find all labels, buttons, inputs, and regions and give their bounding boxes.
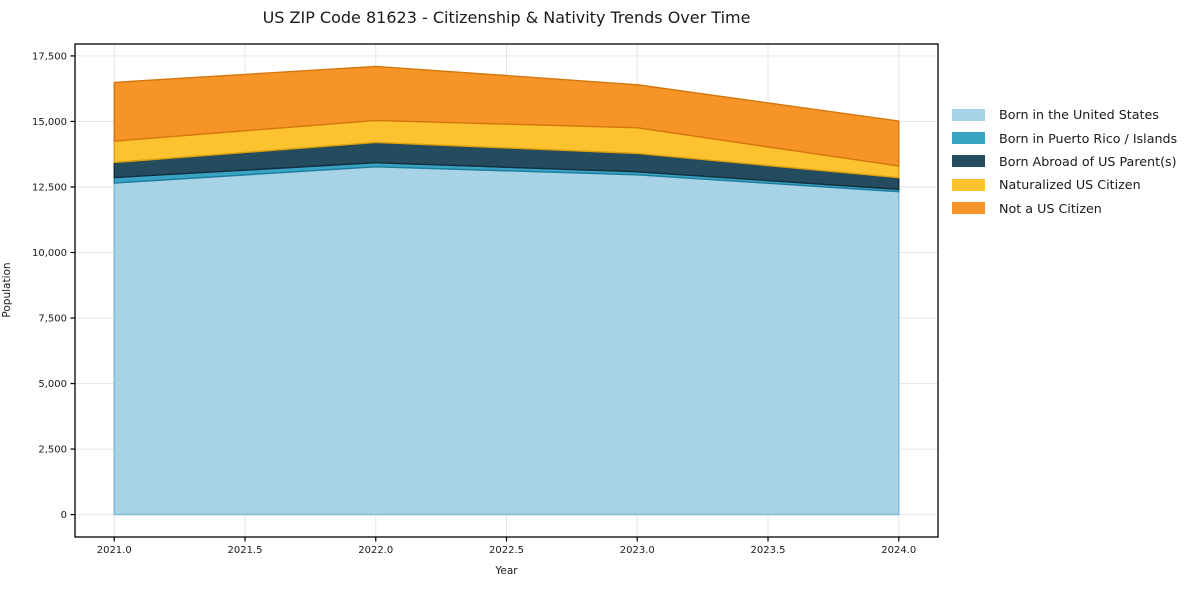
- legend-item-born-in-the-united-states: Born in the United States: [952, 103, 1177, 126]
- y-axis-ticks: 0 2,500 5,000 7,500 10,000 12,500 15,000 17,500: [32, 51, 75, 521]
- legend-item-not-a-us-citizen: Not a US Citizen: [952, 197, 1177, 220]
- svg-text:10,000: 10,000: [32, 248, 67, 259]
- area-not-a-us-citizen: [113, 65, 900, 167]
- legend-swatch-icon: [952, 108, 985, 121]
- y-axis-label: Population: [1, 262, 13, 318]
- legend-label: Born Abroad of US Parent(s): [999, 153, 1177, 169]
- svg-text:5,000: 5,000: [38, 379, 67, 390]
- legend-label: Born in the United States: [999, 107, 1159, 123]
- area-born-in-the-united-states: [113, 166, 900, 516]
- svg-text:2023.5: 2023.5: [751, 545, 786, 556]
- legend-item-born-in-puerto-rico-islands: Born in Puerto Rico / Islands: [952, 126, 1177, 149]
- legend-label: Born in Puerto Rico / Islands: [999, 130, 1178, 146]
- svg-text:2021.0: 2021.0: [97, 545, 132, 556]
- svg-text:2023.0: 2023.0: [620, 545, 655, 556]
- svg-text:2021.5: 2021.5: [227, 545, 262, 556]
- legend: Born in the United States Born in Puerto …: [952, 103, 1177, 220]
- svg-text:12,500: 12,500: [32, 182, 67, 193]
- svg-text:2022.5: 2022.5: [489, 545, 524, 556]
- legend-label: Naturalized US Citizen: [999, 177, 1141, 193]
- legend-item-naturalized-us-citizen: Naturalized US Citizen: [952, 173, 1177, 196]
- x-axis-label: Year: [495, 565, 518, 577]
- legend-swatch-icon: [952, 202, 985, 215]
- chart-title: US ZIP Code 81623 - Citizenship & Nativi…: [262, 8, 751, 27]
- x-axis-ticks: 2021.0 2021.5 2022.0 2022.5 2023.0 2023.5 2024…: [97, 537, 916, 556]
- legend-swatch-icon: [952, 178, 985, 191]
- svg-text:2022.0: 2022.0: [358, 545, 393, 556]
- svg-text:2,500: 2,500: [38, 445, 67, 456]
- legend-swatch-icon: [952, 155, 985, 168]
- svg-text:15,000: 15,000: [32, 117, 67, 128]
- legend-item-born-abroad-of-us-parent-s: Born Abroad of US Parent(s): [952, 150, 1177, 173]
- legend-swatch-icon: [952, 132, 985, 145]
- svg-text:0: 0: [61, 510, 67, 521]
- legend-label: Not a US Citizen: [999, 200, 1102, 216]
- svg-text:17,500: 17,500: [32, 51, 67, 62]
- svg-text:2024.0: 2024.0: [881, 545, 916, 556]
- svg-text:7,500: 7,500: [38, 314, 67, 325]
